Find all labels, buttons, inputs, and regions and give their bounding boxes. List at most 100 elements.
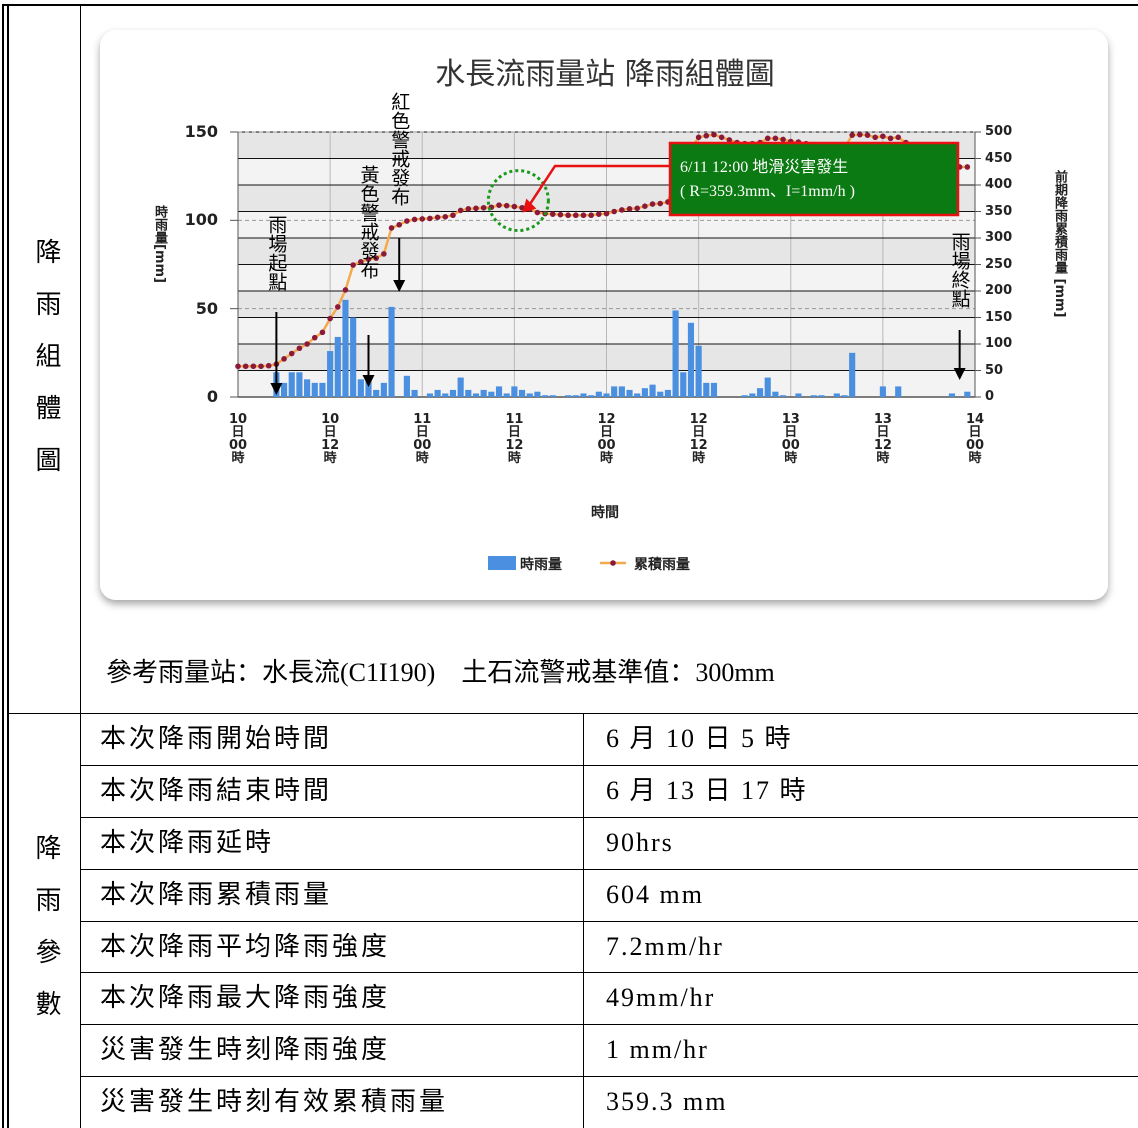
bar: [841, 395, 848, 397]
bar: [580, 393, 587, 397]
line-marker: [711, 131, 717, 138]
line-marker: [549, 211, 556, 217]
bar: [795, 393, 802, 397]
bar: [472, 393, 480, 397]
line-marker: [388, 225, 395, 231]
bar: [488, 391, 495, 397]
bar: [680, 372, 687, 397]
bar: [457, 377, 464, 397]
line-marker: [572, 212, 579, 219]
caption: 參考雨量站：水長流(C1I190) 土石流警戒基準值：300mm: [106, 658, 775, 687]
table-border: [7, 4, 9, 1128]
line-marker: [872, 134, 878, 141]
table-cell: 359.3 mm: [606, 1087, 728, 1117]
bar: [518, 389, 526, 397]
bar: [895, 386, 902, 397]
y2-tick-label: 400: [985, 177, 1013, 192]
annotation-arrowhead: [953, 368, 966, 380]
bar: [649, 384, 656, 397]
x-tick-label: 11日12時: [505, 412, 524, 466]
bar: [749, 393, 756, 397]
y-tick-label: 0: [206, 387, 218, 406]
table-cell: 本次降雨最大降雨強度: [100, 983, 391, 1013]
table-border: [80, 4, 81, 1128]
line-marker: [242, 363, 249, 370]
bar: [626, 389, 633, 397]
table-border: [80, 816, 1138, 818]
x-tick-label: 10日12時: [321, 412, 340, 466]
bar: [879, 386, 886, 397]
y2-tick-label: 350: [985, 203, 1013, 219]
table-cell: 7.2mm/hr: [606, 931, 724, 961]
line-marker: [304, 341, 310, 347]
line-marker: [235, 363, 241, 370]
bar: [948, 393, 956, 397]
y-axis-label: 時雨量[mm]: [152, 204, 167, 283]
bar: [304, 379, 311, 397]
bar: [503, 393, 510, 397]
bar: [511, 386, 518, 397]
table-border: [80, 972, 1138, 974]
table-cell: 災害發生時刻降雨強度: [100, 1035, 391, 1065]
line-marker: [649, 201, 656, 207]
bar: [572, 395, 579, 397]
y2-tick-label: 50: [985, 362, 1004, 378]
line-marker: [619, 207, 625, 213]
bar: [741, 395, 748, 397]
bar: [695, 345, 702, 397]
line-marker: [427, 215, 433, 222]
bar: [710, 382, 718, 397]
line-marker: [434, 214, 441, 221]
table-cell: 49mm/hr: [606, 983, 716, 1013]
line-marker: [964, 164, 971, 170]
bar: [350, 317, 357, 397]
bar: [641, 388, 648, 397]
x-tick-label: 12日00時: [597, 412, 616, 466]
bar: [388, 306, 395, 397]
table-border: [80, 868, 1138, 870]
x-tick-label: 10日00時: [228, 412, 248, 466]
line-marker: [496, 202, 502, 208]
bar: [296, 372, 303, 397]
legend-label: 累積雨量: [634, 557, 690, 573]
bar: [588, 395, 595, 397]
bar: [810, 395, 817, 397]
bar: [373, 389, 380, 397]
table-border: [80, 1024, 1138, 1026]
bar: [611, 386, 618, 397]
table-cell: 本次降雨平均降雨強度: [100, 931, 391, 961]
line-marker: [695, 134, 702, 141]
bar: [549, 395, 556, 397]
table-cell: 1 mm/hr: [606, 1035, 709, 1065]
line-marker: [373, 255, 379, 261]
bar: [495, 386, 503, 397]
bar: [764, 377, 771, 397]
bar: [618, 386, 625, 397]
side-label: 降雨參數: [32, 834, 61, 1042]
line-marker: [296, 345, 303, 352]
y2-tick-label: 0: [985, 389, 995, 404]
table-cell: 本次降雨累積雨量: [100, 879, 333, 909]
bar: [380, 382, 387, 397]
table-cell: 90hrs: [606, 827, 674, 857]
table-cell: 6 月 13 日 17 時: [606, 775, 808, 805]
legend-swatch: [488, 556, 516, 570]
line-marker: [603, 210, 610, 217]
line-marker: [565, 212, 571, 219]
line-marker: [465, 206, 472, 212]
table-border: [80, 1076, 1138, 1078]
line-marker: [457, 207, 464, 214]
bar: [534, 391, 541, 397]
line-marker: [265, 362, 272, 369]
y2-tick-label: 150: [985, 309, 1013, 325]
line-marker: [534, 209, 541, 216]
y-tick-label: 150: [184, 122, 218, 141]
table-cell: 本次降雨開始時間: [100, 724, 333, 753]
line-marker: [864, 132, 871, 138]
y2-axis-label: 前期降雨累積雨量 [mm]: [1052, 169, 1067, 318]
line-marker: [473, 205, 479, 212]
callout-arrowhead: [522, 198, 537, 213]
line-marker: [580, 212, 587, 219]
